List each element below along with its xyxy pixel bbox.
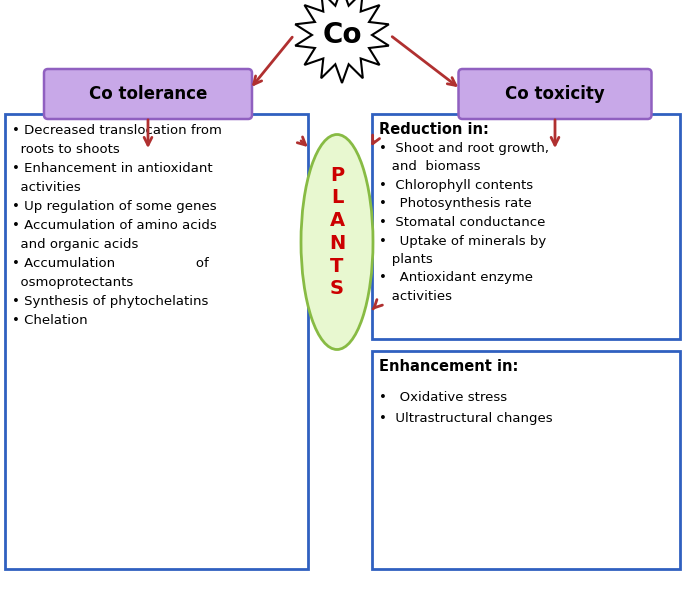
FancyBboxPatch shape <box>372 114 680 339</box>
Text: Reduction in:: Reduction in: <box>379 122 489 137</box>
Polygon shape <box>295 0 389 83</box>
Text: • Decreased translocation from
  roots to shoots
• Enhancement in antioxidant
  : • Decreased translocation from roots to … <box>12 124 222 327</box>
FancyBboxPatch shape <box>458 69 651 119</box>
FancyBboxPatch shape <box>5 114 308 569</box>
FancyBboxPatch shape <box>372 351 680 569</box>
Text: •   Oxidative stress
•  Ultrastructural changes: • Oxidative stress • Ultrastructural cha… <box>379 391 553 425</box>
Text: Co: Co <box>322 21 362 49</box>
Text: Enhancement in:: Enhancement in: <box>379 359 519 374</box>
Text: •  Shoot and root growth,
   and  biomass
•  Chlorophyll contents
•   Photosynth: • Shoot and root growth, and biomass • C… <box>379 142 549 303</box>
FancyBboxPatch shape <box>44 69 252 119</box>
Text: P
L
A
N
T
S: P L A N T S <box>329 165 345 298</box>
Text: Co tolerance: Co tolerance <box>89 85 207 103</box>
Ellipse shape <box>301 134 373 349</box>
Text: Co toxicity: Co toxicity <box>505 85 605 103</box>
